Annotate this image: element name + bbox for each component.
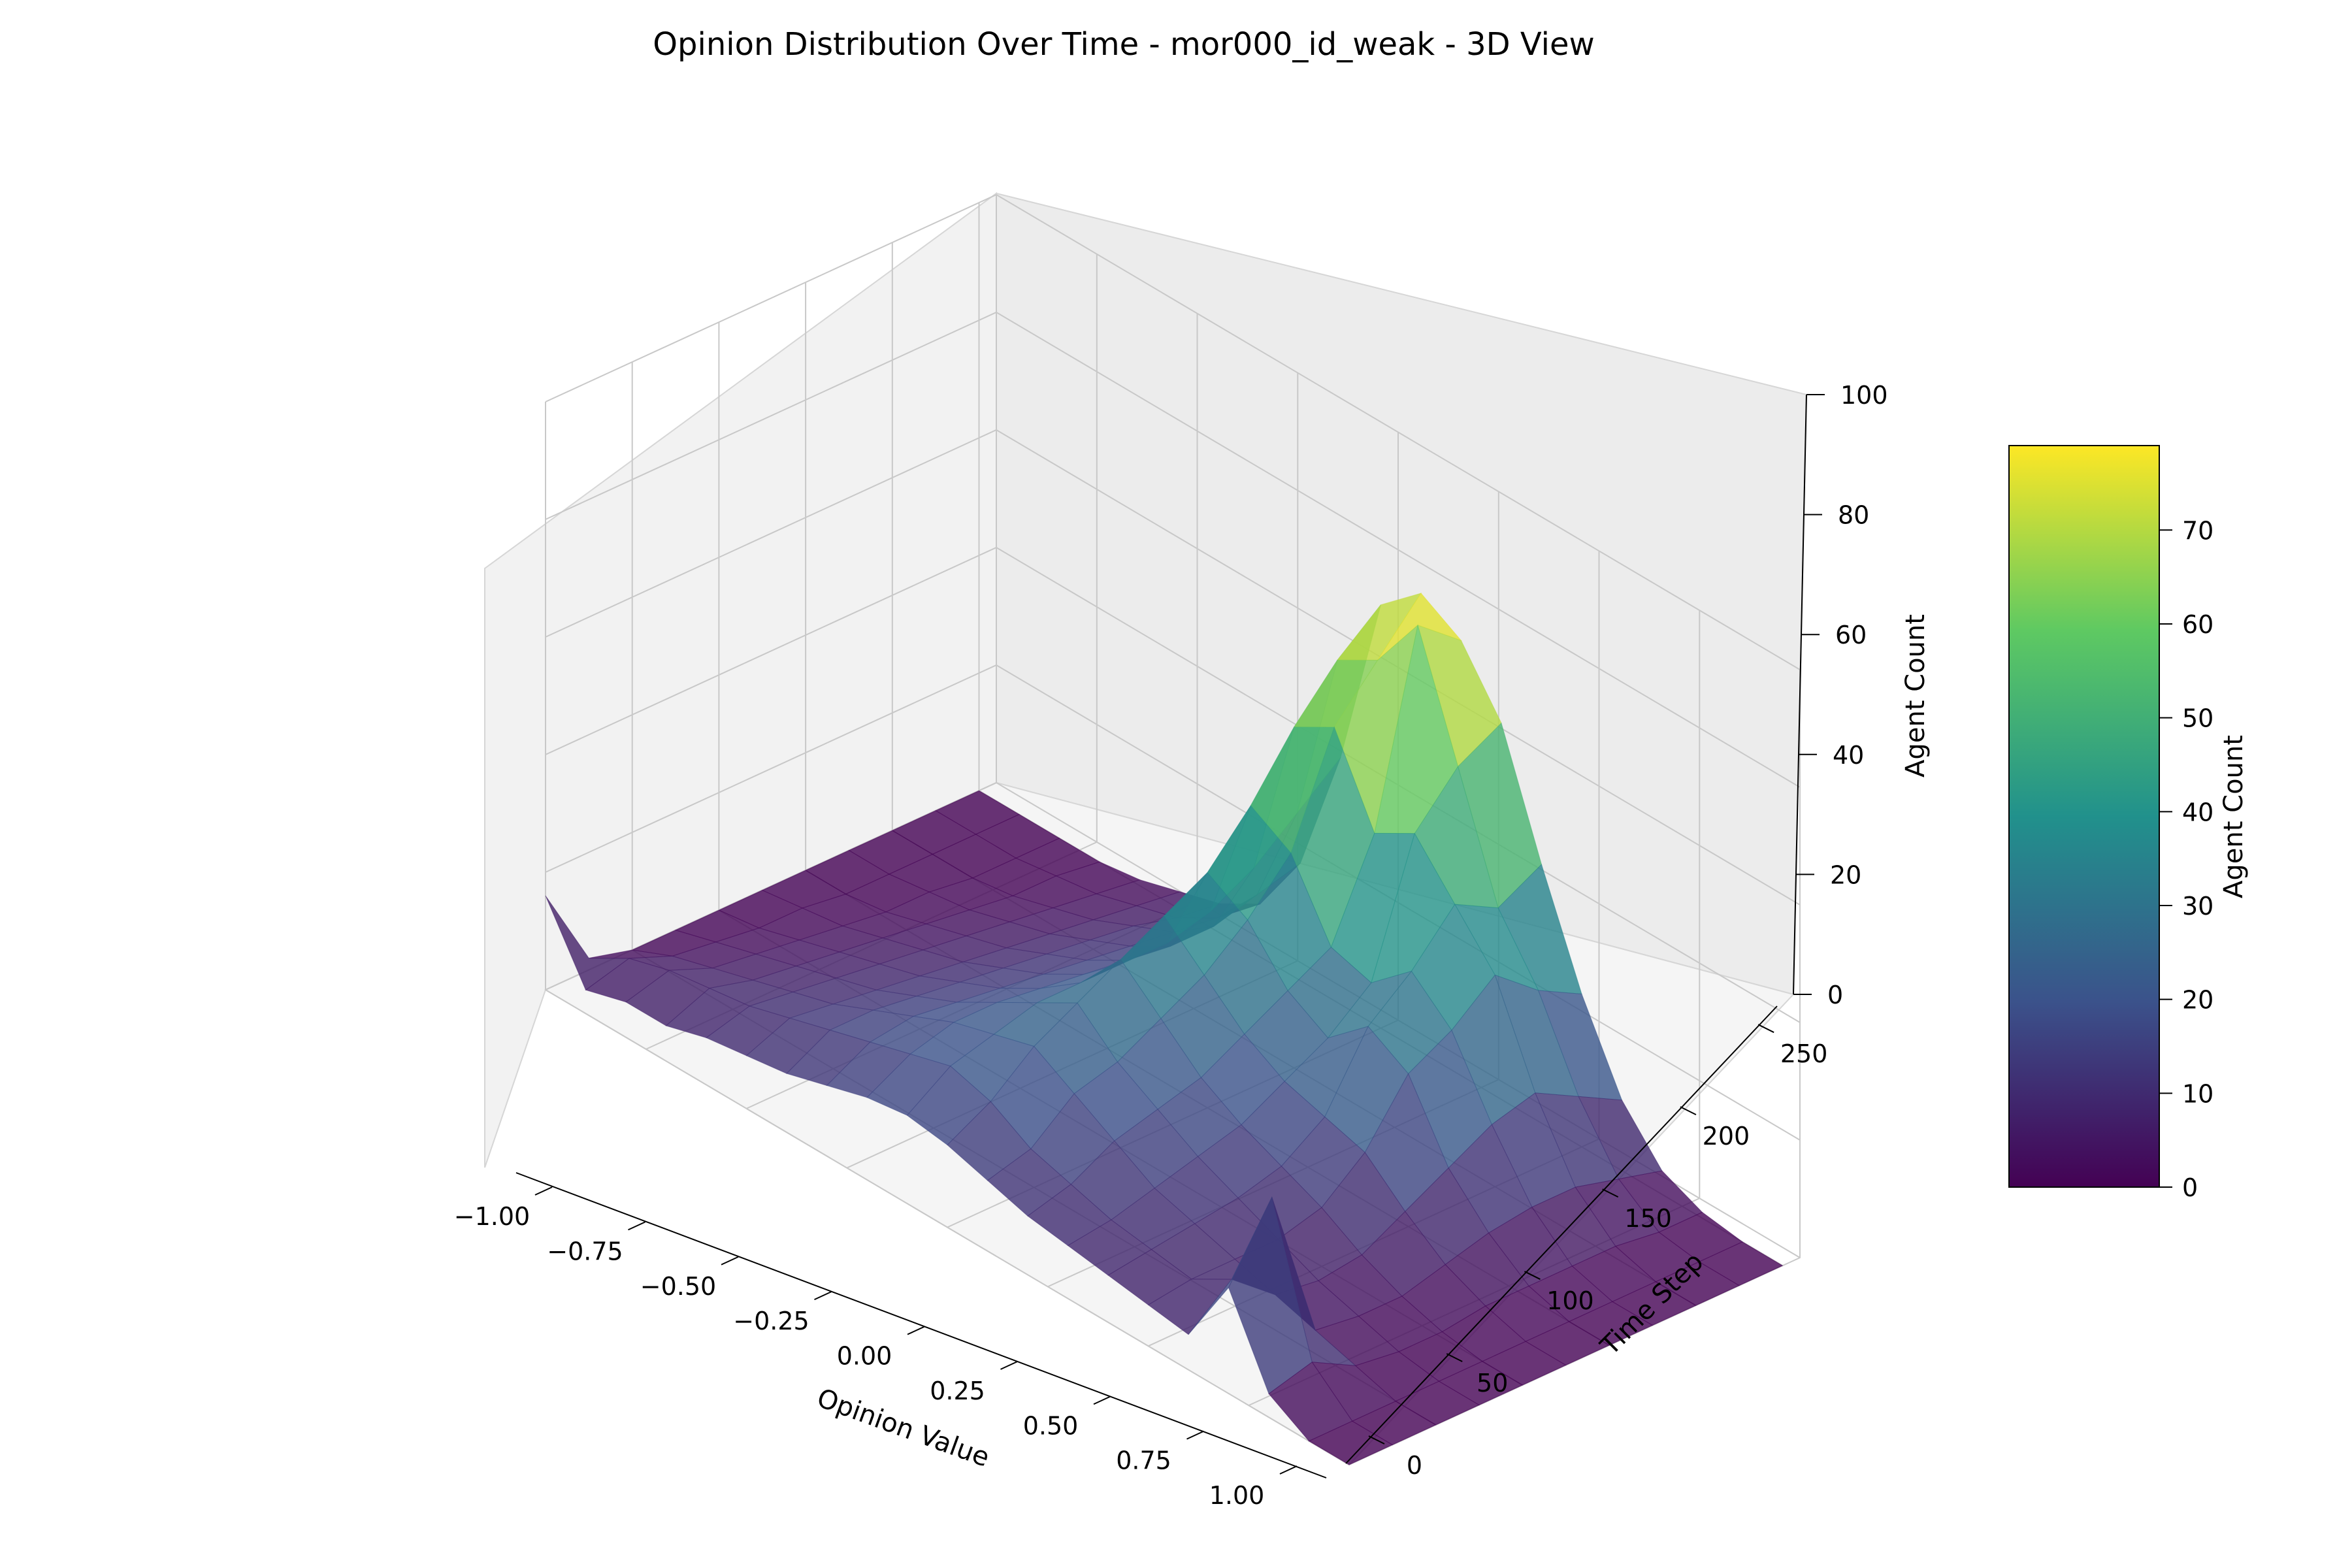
z-tick-label: 0 (1827, 981, 1843, 1009)
x-tick (721, 1256, 739, 1266)
x-tick (1093, 1396, 1111, 1405)
surface-patch (1308, 1420, 1394, 1465)
x-tick (1279, 1465, 1298, 1475)
y-tick-label: 250 (1780, 1039, 1828, 1068)
y-tick (1446, 1353, 1463, 1362)
x-tick (628, 1221, 645, 1231)
y-tick (1602, 1188, 1619, 1198)
y-tick-label: 50 (1477, 1369, 1508, 1397)
y-tick (1757, 1024, 1774, 1034)
z-tick-label: 100 (1840, 381, 1888, 410)
z-grid-line (545, 193, 1801, 670)
surface-mesh (545, 593, 1784, 1465)
y-tick-label: 200 (1703, 1122, 1750, 1151)
x-tick-label: 0.00 (837, 1342, 892, 1371)
colorbar-tick-label: 20 (2182, 986, 2213, 1015)
colorbar-label: Agent Count (2219, 735, 2249, 898)
y-tick (1524, 1271, 1541, 1280)
x-tick-label: −0.25 (733, 1307, 809, 1335)
axes: −1.00 −0.75 −0.50 −0.25 0.00 0.25 0.50 0.75 1.00… (454, 381, 1888, 1510)
z-tick-label: 80 (1838, 501, 1869, 530)
z-tick-label: 40 (1833, 741, 1864, 770)
z-tick-label: 60 (1835, 621, 1867, 649)
y-tick (1680, 1106, 1697, 1116)
y-tick-label: 0 (1407, 1451, 1422, 1480)
x-axis-line (515, 1172, 1327, 1478)
colorbar: 0 10 20 30 40 50 60 70 Agent Count (2008, 445, 2249, 1202)
x-tick-label: 0.50 (1023, 1411, 1079, 1440)
chart-title: Opinion Distribution Over Time - mor000_… (653, 26, 1594, 63)
y-axis-line (1345, 1005, 1778, 1464)
x-tick-label: 0.25 (930, 1377, 985, 1405)
z-grid-line (545, 311, 1801, 788)
x-tick (814, 1291, 832, 1301)
x-tick (907, 1326, 925, 1335)
y-tick (1368, 1435, 1385, 1445)
z-grid-line (545, 429, 1801, 906)
z-tick-label: 20 (1830, 860, 1861, 889)
y-tick-label: 100 (1546, 1286, 1594, 1315)
x-tick-label: −1.00 (454, 1202, 530, 1231)
colorbar-gradient (2008, 445, 2160, 1188)
x-tick (1186, 1430, 1204, 1440)
x-tick-label: 0.75 (1116, 1446, 1171, 1475)
colorbar-tick-label: 10 (2182, 1079, 2213, 1108)
x-tick (534, 1186, 553, 1196)
colorbar-tick-label: 50 (2182, 704, 2213, 733)
x-tick-label: −0.50 (640, 1272, 716, 1301)
colorbar-tick-label: 30 (2182, 892, 2213, 921)
colorbar-tick-label: 40 (2182, 798, 2213, 826)
x-tick-label: 1.00 (1209, 1481, 1265, 1510)
x-tick (1000, 1360, 1018, 1370)
z-axis-label: Agent Count (1901, 614, 1931, 777)
colorbar-tick-label: 70 (2182, 516, 2213, 545)
colorbar-ticks: 0 10 20 30 40 50 60 70 (2159, 516, 2213, 1202)
y-tick-label: 150 (1624, 1204, 1672, 1233)
colorbar-tick-label: 0 (2182, 1173, 2198, 1202)
z-axis-line (1793, 394, 1807, 995)
x-tick-label: −0.75 (547, 1237, 623, 1266)
colorbar-tick-label: 60 (2182, 610, 2213, 639)
